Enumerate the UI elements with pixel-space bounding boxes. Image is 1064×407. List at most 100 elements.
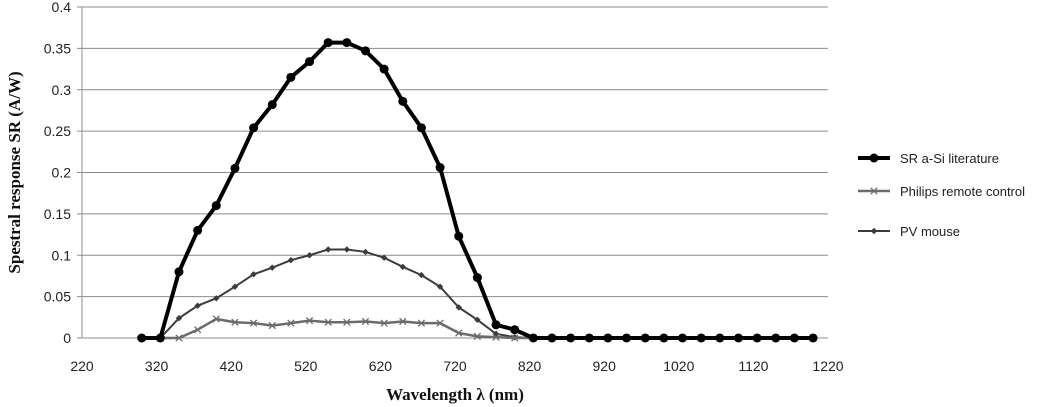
series-line bbox=[141, 40, 814, 340]
series-sr-a-si-literature bbox=[137, 38, 818, 343]
data-point bbox=[231, 283, 239, 290]
data-point bbox=[342, 38, 352, 48]
data-point bbox=[305, 316, 314, 325]
series-pv-mouse bbox=[138, 246, 817, 342]
data-point bbox=[249, 319, 258, 327]
y-tick-label: 0.25 bbox=[44, 123, 71, 139]
data-point bbox=[324, 246, 332, 253]
data-point bbox=[640, 333, 650, 343]
data-point bbox=[361, 317, 370, 326]
data-point bbox=[212, 315, 220, 323]
data-point bbox=[343, 318, 351, 326]
data-point bbox=[380, 319, 388, 327]
data-point bbox=[622, 333, 632, 343]
data-point bbox=[473, 332, 482, 341]
data-point bbox=[436, 319, 444, 327]
data-point bbox=[399, 317, 407, 326]
data-point bbox=[249, 123, 259, 133]
data-point bbox=[213, 295, 220, 302]
legend-label: Philips remote control bbox=[900, 184, 1025, 199]
data-point bbox=[268, 321, 276, 330]
data-point bbox=[193, 326, 202, 334]
data-point bbox=[715, 333, 725, 343]
legend-label: PV mouse bbox=[900, 224, 960, 239]
data-point bbox=[416, 123, 426, 133]
y-tick-label: 0.05 bbox=[44, 289, 71, 305]
data-point bbox=[417, 319, 426, 327]
y-tick-label: 0.3 bbox=[52, 82, 72, 98]
legend-label: SR a-Si literature bbox=[900, 151, 999, 166]
y-tick-label: 0.4 bbox=[52, 0, 72, 15]
data-point bbox=[360, 46, 370, 56]
data-point bbox=[343, 246, 351, 253]
data-point bbox=[175, 314, 183, 322]
data-point bbox=[771, 333, 781, 343]
data-point bbox=[211, 201, 221, 211]
data-point bbox=[511, 334, 519, 342]
data-point bbox=[808, 333, 818, 343]
data-point bbox=[566, 333, 576, 343]
data-point bbox=[323, 38, 333, 48]
data-point bbox=[267, 100, 277, 110]
x-tick-label: 420 bbox=[220, 358, 244, 374]
x-tick-label: 320 bbox=[145, 358, 169, 374]
data-point bbox=[174, 267, 184, 277]
legend-marker bbox=[869, 153, 879, 163]
x-tick-label: 1120 bbox=[738, 358, 768, 374]
data-point bbox=[659, 333, 669, 343]
y-tick-label: 0.15 bbox=[44, 206, 71, 222]
y-tick-label: 0.35 bbox=[44, 40, 71, 56]
x-tick-label: 220 bbox=[70, 358, 94, 374]
data-point bbox=[789, 333, 799, 343]
data-point bbox=[362, 248, 369, 256]
data-point bbox=[474, 316, 481, 323]
data-point bbox=[418, 271, 425, 279]
data-point bbox=[455, 304, 462, 311]
data-point bbox=[678, 333, 688, 343]
data-point bbox=[752, 333, 762, 343]
data-point bbox=[379, 64, 389, 74]
data-point bbox=[603, 333, 613, 343]
data-point bbox=[230, 163, 240, 173]
legend-item-philips-remote-control: Philips remote control bbox=[858, 184, 1025, 199]
data-point bbox=[398, 96, 408, 106]
y-tick-label: 0.1 bbox=[52, 247, 72, 263]
data-point bbox=[287, 319, 295, 327]
data-point bbox=[472, 273, 482, 283]
x-tick-label: 1020 bbox=[663, 358, 694, 374]
data-point bbox=[733, 333, 743, 343]
data-point bbox=[287, 257, 295, 264]
data-point bbox=[584, 333, 594, 343]
data-point bbox=[547, 333, 557, 343]
data-point bbox=[696, 333, 706, 343]
data-point bbox=[137, 333, 147, 343]
data-point bbox=[528, 333, 538, 343]
data-point bbox=[250, 271, 257, 278]
series-line bbox=[141, 248, 814, 339]
data-point bbox=[231, 318, 239, 326]
data-point bbox=[286, 72, 296, 82]
data-point bbox=[492, 333, 500, 341]
legend-item-sr-a-si-literature: SR a-Si literature bbox=[858, 151, 999, 166]
x-tick-label: 820 bbox=[518, 358, 542, 374]
data-point bbox=[324, 318, 332, 326]
x-tick-label: 620 bbox=[369, 358, 393, 374]
legend: SR a-Si literature Philips remote control… bbox=[858, 151, 1025, 239]
data-point bbox=[510, 325, 520, 335]
data-point bbox=[155, 333, 165, 343]
x-tick-label: 920 bbox=[593, 358, 617, 374]
data-point bbox=[454, 231, 464, 241]
legend-item-pv-mouse: PV mouse bbox=[858, 224, 960, 239]
data-point bbox=[491, 320, 501, 330]
y-tick-label: 0.2 bbox=[52, 165, 72, 181]
data-point bbox=[306, 252, 313, 259]
data-point bbox=[305, 57, 315, 67]
data-point bbox=[399, 263, 406, 271]
x-tick-label: 720 bbox=[443, 358, 467, 374]
legend-marker bbox=[870, 187, 878, 195]
data-point bbox=[380, 254, 388, 261]
data-point bbox=[175, 334, 183, 342]
data-point bbox=[193, 225, 203, 235]
y-tick-label: 0 bbox=[63, 330, 71, 346]
